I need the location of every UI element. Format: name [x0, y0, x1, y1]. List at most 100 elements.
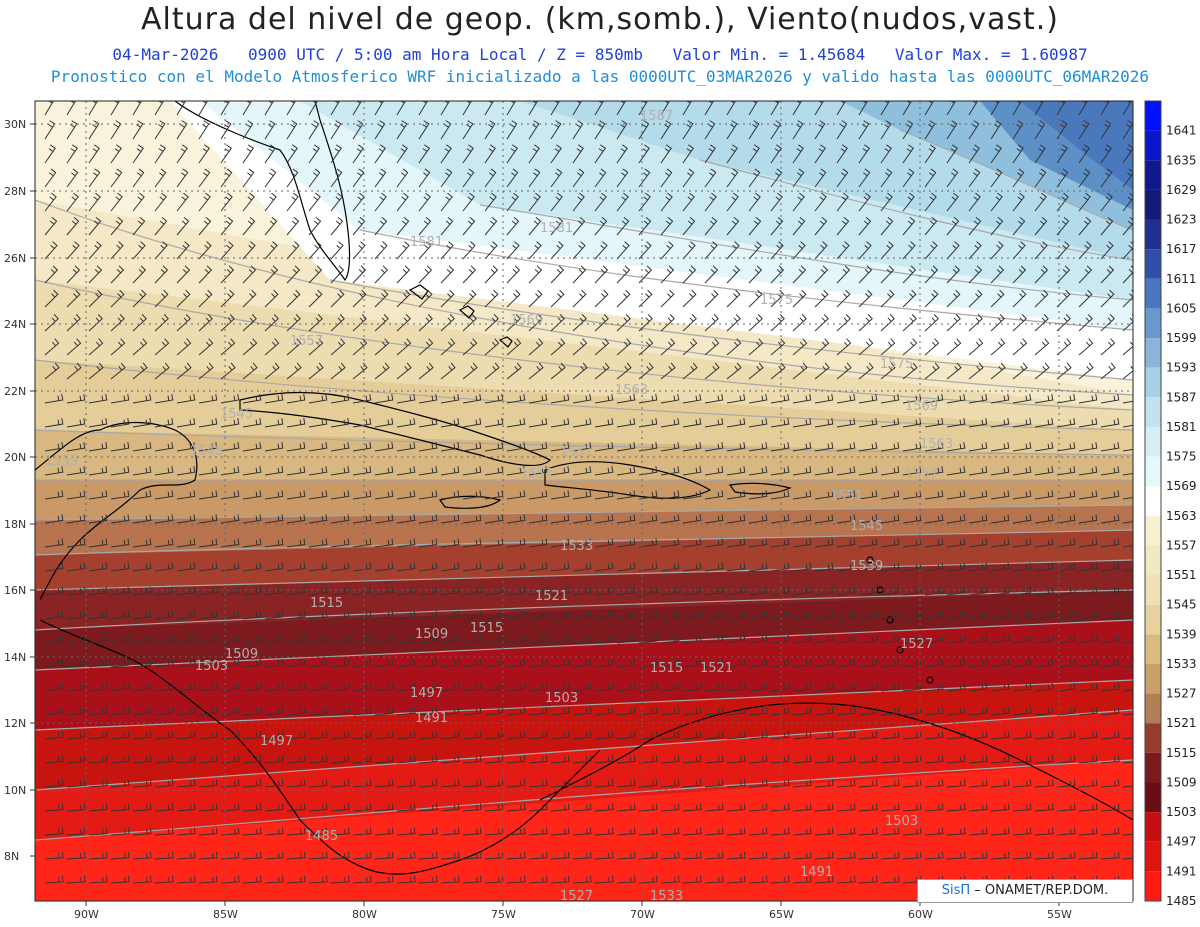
wind-barb [132, 241, 146, 260]
wind-barb [946, 538, 966, 548]
contour-label: 1491 [415, 711, 448, 726]
wind-barb [88, 490, 108, 500]
wind-barb [1012, 265, 1027, 284]
wind-barb [308, 634, 328, 644]
wind-barb [374, 241, 388, 260]
wind-barb [88, 418, 108, 428]
wind-barb [484, 314, 499, 332]
wind-barb [814, 289, 829, 308]
wind-barb [506, 779, 526, 788]
wind-barb [330, 241, 344, 260]
wind-barb [352, 683, 372, 692]
wind-barb [638, 338, 654, 356]
wind-barb [506, 338, 522, 356]
wind-barb [814, 875, 834, 884]
wind-barb [572, 442, 592, 452]
wind-barb [1100, 731, 1120, 740]
wind-barb [638, 586, 658, 596]
wind-barb [572, 338, 588, 356]
wind-barb [1078, 338, 1094, 356]
wind-barb [616, 683, 636, 692]
wind-barb [792, 192, 805, 212]
lat-label: 12N [4, 717, 26, 730]
wind-barb [770, 803, 790, 812]
wind-barb [748, 634, 768, 644]
wind-barb [704, 562, 724, 572]
wind-barb [242, 265, 257, 284]
wind-barb [704, 192, 717, 212]
lon-label: 80W [352, 908, 377, 921]
wind-barb [132, 418, 152, 428]
wind-barb [792, 803, 812, 812]
wind-barb [44, 144, 56, 164]
wind-barb [594, 192, 607, 212]
wind-barb [440, 393, 460, 404]
wind-barb [924, 338, 940, 356]
wind-barb [220, 241, 234, 260]
wind-barb [572, 490, 592, 500]
wind-barb [946, 827, 966, 836]
wind-barb [550, 265, 565, 284]
wind-barb [1034, 393, 1054, 404]
wind-barb [506, 144, 518, 164]
wind-barb [484, 418, 504, 428]
wind-barb [660, 192, 673, 212]
wind-barb [242, 707, 262, 716]
wind-barb [1056, 610, 1076, 620]
wind-barb [616, 490, 636, 500]
wind-barb [902, 144, 914, 164]
wind-barb [770, 755, 790, 764]
wind-barb [462, 875, 482, 884]
contour-label: 1545 [220, 407, 253, 422]
wind-barb [154, 442, 174, 452]
lat-label: 20N [4, 451, 26, 464]
wind-barb [968, 755, 988, 764]
wind-barb [946, 658, 966, 668]
wind-barb [990, 314, 1005, 332]
wind-barb [1034, 168, 1047, 188]
wind-barb [792, 418, 812, 428]
wind-barb [1056, 120, 1068, 140]
wind-barb [682, 683, 702, 692]
wind-barb [1056, 658, 1076, 668]
wind-barb [770, 683, 790, 692]
wind-barb [792, 683, 812, 692]
wind-barb [814, 755, 834, 764]
wind-barb [132, 586, 152, 596]
wind-barb [682, 241, 696, 260]
wind-barb [396, 192, 409, 212]
wind-barb [528, 101, 539, 116]
wind-barb [1100, 610, 1120, 620]
wind-barb [374, 393, 394, 404]
wind-barb [990, 168, 1003, 188]
wind-barb [858, 490, 878, 500]
contour-label: 1533 [560, 539, 593, 554]
wind-barb [528, 803, 548, 812]
wind-barb [968, 610, 988, 620]
wind-barb [132, 314, 147, 332]
wind-barb [990, 755, 1010, 764]
wind-barb [880, 490, 900, 500]
wind-barb [858, 610, 878, 620]
wind-barb [506, 192, 519, 212]
colorbar-label: 1497 [1166, 835, 1197, 849]
wind-barb [682, 101, 693, 116]
wind-barb [352, 562, 372, 572]
wind-barb [814, 418, 834, 428]
wind-barb [550, 707, 570, 716]
wind-barb [748, 265, 763, 284]
colorbar-swatch [1145, 338, 1161, 368]
subtitle-line: 04-Mar-2026 0900 UTC / 5:00 am Hora Loca… [0, 45, 1200, 64]
wind-barb [352, 265, 367, 284]
wind-barb [418, 731, 438, 740]
wind-barb [572, 314, 587, 332]
wind-barb [242, 634, 262, 644]
wind-barb [286, 192, 299, 212]
wind-barb [1056, 707, 1076, 716]
wind-barb [154, 707, 174, 716]
wind-barb [946, 393, 966, 404]
wind-barb [990, 658, 1010, 668]
wind-barb [770, 851, 790, 860]
wind-barb [748, 289, 763, 308]
wind-barb [660, 314, 675, 332]
